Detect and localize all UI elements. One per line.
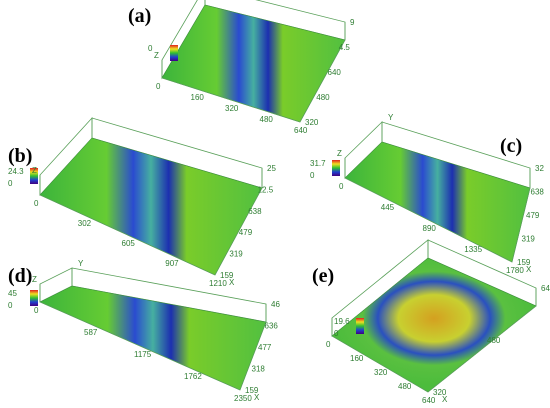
x-tick-label: 0	[326, 340, 331, 349]
x-tick-label: 0	[339, 182, 344, 191]
colorbar-label: 24.3	[8, 167, 24, 176]
x-tick-label: 160	[350, 354, 364, 363]
side-tick-label: 25	[267, 164, 276, 173]
colorbar-label: 31.7	[310, 159, 326, 168]
side-tick-label: 640	[328, 68, 342, 77]
x-tick-label: 605	[122, 239, 136, 248]
colorbar-label: 45	[8, 289, 17, 298]
x-tick-label: 587	[84, 328, 98, 337]
side-tick-label: 319	[229, 250, 243, 259]
side-tick-label: 640	[541, 284, 550, 293]
axis-letter: X	[526, 265, 532, 274]
side-tick-label: 636	[265, 322, 279, 331]
box-front	[39, 168, 263, 276]
side-tick-label: 4.5	[339, 43, 351, 52]
side-tick-label: 479	[239, 228, 253, 237]
axis-letter: Z	[32, 166, 37, 175]
colorbar	[170, 45, 178, 61]
panel-label: (b)	[8, 145, 32, 167]
side-tick-label: 12.5	[258, 185, 274, 194]
side-tick-label: 477	[258, 343, 272, 352]
side-tick-label: 159	[517, 258, 531, 267]
axis-letter: Z	[337, 149, 342, 158]
side-tick-label: 9	[350, 18, 355, 27]
colorbar-label: 0	[310, 171, 315, 180]
side-tick-label: 46	[271, 300, 280, 309]
side-tick-label: 159	[220, 271, 234, 280]
side-tick-label: 479	[526, 211, 540, 220]
colorbar	[30, 290, 38, 306]
colorbar	[332, 160, 340, 176]
side-tick-label: 320	[305, 118, 319, 127]
x-tick-label: 890	[423, 224, 437, 233]
colorbar-label: 19.6	[334, 317, 350, 326]
surface	[39, 285, 267, 391]
axis-letter: X	[254, 393, 260, 402]
side-tick-label: 638	[248, 207, 262, 216]
x-tick-label: 0	[34, 199, 39, 208]
x-tick-label: 1210	[209, 279, 227, 288]
panel-label: (c)	[500, 135, 522, 157]
x-tick-label: 160	[191, 93, 205, 102]
axis-letter: Y	[78, 259, 84, 268]
x-tick-label: 1780	[506, 266, 524, 275]
side-tick-label: 638	[531, 188, 545, 197]
panel-label: (d)	[8, 265, 32, 287]
colorbar	[30, 168, 38, 184]
x-tick-label: 1762	[184, 372, 202, 381]
x-tick-label: 2350	[234, 394, 252, 403]
x-tick-label: 1335	[464, 245, 482, 254]
x-tick-label: 320	[374, 368, 388, 377]
x-tick-label: 907	[165, 259, 179, 268]
side-tick-label: 159	[245, 386, 259, 395]
x-tick-label: 320	[225, 104, 239, 113]
x-tick-label: 640	[422, 396, 436, 405]
side-tick-label: 480	[487, 336, 501, 345]
colorbar-label: 0	[148, 44, 153, 53]
x-tick-label: 480	[398, 382, 412, 391]
box-front	[331, 288, 537, 393]
colorbar-label: 0	[8, 301, 13, 310]
panel-label: (e)	[312, 265, 334, 287]
side-tick-label: 320	[433, 388, 447, 397]
surface	[161, 4, 346, 123]
side-tick-label: 318	[252, 365, 266, 374]
box-front	[161, 22, 346, 123]
colorbar-label: 0	[334, 329, 339, 338]
x-tick-label: 480	[260, 115, 274, 124]
axis-letter: Y	[388, 113, 394, 122]
side-tick-label: 32	[535, 164, 544, 173]
colorbar	[356, 318, 364, 334]
axis-letter: X	[442, 395, 448, 404]
axis-letter: Z	[32, 275, 37, 284]
x-tick-label: 0	[156, 82, 161, 91]
x-tick-label: 302	[78, 219, 92, 228]
axis-letter: Z	[154, 51, 159, 60]
side-tick-label: 480	[316, 93, 330, 102]
x-tick-label: 445	[381, 203, 395, 212]
colorbar-label: 0	[8, 179, 13, 188]
side-tick-label: 319	[522, 235, 536, 244]
x-tick-label: 640	[294, 126, 308, 135]
x-tick-label: 0	[34, 306, 39, 315]
axis-letter: X	[229, 278, 235, 287]
x-tick-label: 1175	[134, 350, 152, 359]
box-front	[344, 158, 531, 263]
box-front	[39, 284, 267, 391]
panel-label: (a)	[128, 5, 151, 27]
